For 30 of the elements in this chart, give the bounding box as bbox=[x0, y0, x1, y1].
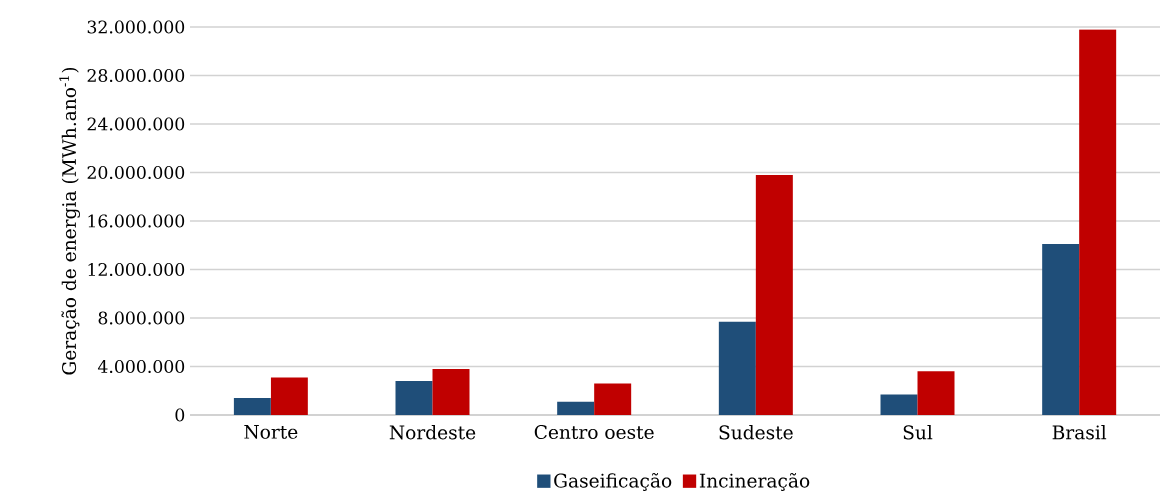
legend-label: Gaseificação bbox=[554, 472, 672, 491]
bar bbox=[917, 371, 955, 415]
y-tick-label: 32.000.000 bbox=[87, 20, 185, 34]
x-tick-label: Brasil bbox=[1052, 425, 1107, 440]
x-tick-label: Nordeste bbox=[389, 425, 476, 440]
y-tick-label: 4.000.000 bbox=[97, 359, 185, 374]
x-tick-label: Sul bbox=[903, 425, 933, 440]
y-tick-label: 16.000.000 bbox=[88, 214, 185, 228]
x-tick-label: Norte bbox=[244, 425, 298, 439]
bar bbox=[1042, 244, 1080, 415]
y-tick-label: 0 bbox=[175, 408, 185, 422]
bar bbox=[755, 174, 793, 415]
legend-label: Incineração bbox=[699, 472, 810, 491]
y-tick-label: 20.000.000 bbox=[87, 165, 185, 180]
x-tick-label: Sudeste bbox=[719, 425, 793, 440]
bar bbox=[1079, 29, 1117, 415]
y-tick-label: 28.000.000 bbox=[87, 68, 185, 83]
x-tick-label: Centro oeste bbox=[534, 425, 654, 440]
bar bbox=[557, 401, 595, 415]
y-tick-label: 8.000.000 bbox=[98, 311, 185, 325]
bar bbox=[594, 383, 632, 415]
bar bbox=[270, 377, 308, 415]
bar bbox=[880, 394, 918, 415]
bar bbox=[395, 381, 433, 415]
y-tick-label: 24.000.000 bbox=[87, 117, 185, 131]
bar bbox=[718, 321, 756, 415]
y-axis-title: Geração de energia (MWh.ano$^{-1}$) bbox=[59, 67, 80, 375]
bar bbox=[432, 368, 470, 415]
bar bbox=[233, 398, 271, 415]
y-tick-label: 12.000.000 bbox=[88, 262, 185, 277]
